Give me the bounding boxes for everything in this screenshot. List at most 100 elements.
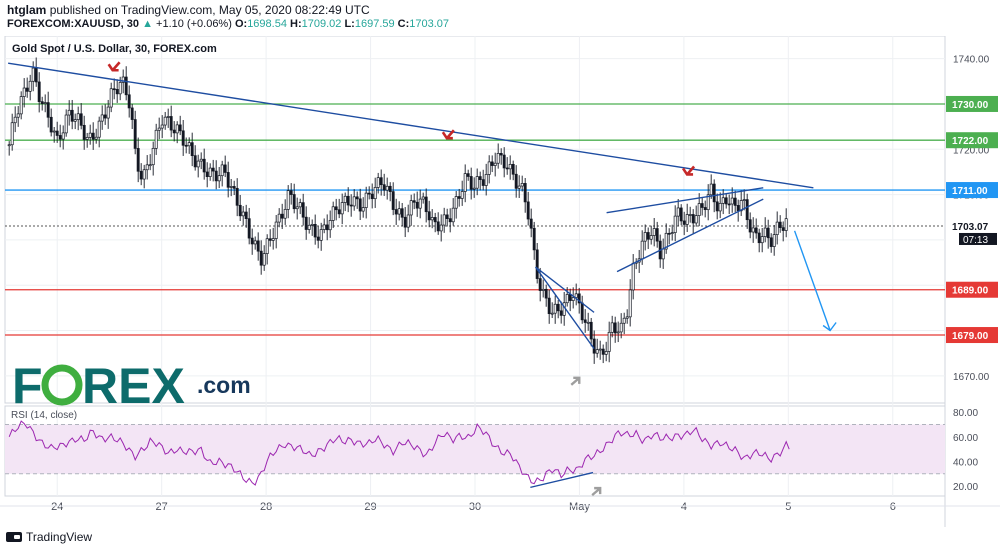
- candle-body: [511, 163, 515, 175]
- publisher-name[interactable]: htglam: [7, 3, 47, 17]
- candle-body: [91, 132, 95, 140]
- candle-body: [151, 147, 155, 166]
- low-value: 1697.59: [354, 18, 395, 30]
- candle-body: [28, 80, 32, 92]
- rsi-tick-label: 20.00: [953, 482, 978, 493]
- candle-body: [274, 221, 278, 239]
- candle-body: [436, 221, 440, 232]
- candle-body: [745, 199, 749, 221]
- candle-body: [553, 303, 557, 314]
- candle-body: [169, 116, 173, 131]
- trendline[interactable]: [535, 266, 595, 350]
- candle-body: [385, 185, 389, 191]
- candle-body: [427, 211, 431, 221]
- x-tick-label: 28: [260, 501, 272, 513]
- candle-body: [535, 249, 539, 279]
- candle-body: [325, 224, 329, 231]
- y-tick-label: 1670.00: [953, 372, 990, 383]
- trendline[interactable]: [616, 198, 764, 273]
- candle-body: [181, 130, 185, 146]
- candle-body: [532, 227, 536, 251]
- trendline[interactable]: [535, 266, 595, 313]
- candle-body: [76, 113, 80, 120]
- y-tick-label: 1740.00: [953, 55, 990, 66]
- candle-body: [559, 310, 563, 316]
- x-tick-label: 4: [681, 501, 687, 513]
- candle-body: [145, 164, 149, 171]
- candle-body: [73, 119, 77, 122]
- candle-body: [550, 312, 554, 315]
- rsi-trendline[interactable]: [530, 471, 594, 489]
- candle-body: [628, 289, 632, 318]
- candle-body: [187, 142, 191, 147]
- rsi-label: RSI (14, close): [11, 410, 77, 421]
- candle-body: [613, 322, 617, 334]
- trendline[interactable]: [606, 187, 764, 214]
- candle-body: [475, 176, 479, 189]
- close-value: 1703.07: [409, 18, 450, 30]
- candle-body: [406, 214, 410, 228]
- candle-body: [94, 136, 98, 140]
- candle-body: [211, 167, 215, 172]
- level-label: 1679.00: [952, 331, 989, 342]
- candle-body: [394, 209, 398, 215]
- projection-arrow[interactable]: [793, 230, 831, 331]
- candle-body: [421, 196, 425, 200]
- candle-body: [685, 214, 689, 225]
- candle-body: [520, 183, 524, 187]
- candle-body: [577, 293, 581, 304]
- candle-body: [118, 82, 122, 95]
- high-label: H:: [290, 18, 302, 30]
- watermark-letter-f: F: [12, 358, 43, 414]
- candle-body: [295, 206, 299, 210]
- candle-body: [331, 206, 335, 221]
- open-value: 1698.54: [247, 18, 287, 30]
- candle-body: [340, 202, 344, 215]
- candle-body: [337, 209, 341, 215]
- candle-body: [517, 185, 521, 189]
- candle-body: [52, 130, 56, 133]
- candle-body: [493, 162, 497, 166]
- candle-body: [397, 208, 401, 215]
- marker-arrow-down-icon: [107, 61, 121, 72]
- level-tag: [946, 95, 998, 112]
- candle-body: [34, 67, 38, 83]
- candle-body: [22, 87, 26, 97]
- rsi-tick-label: 60.00: [953, 433, 978, 444]
- candle-body: [709, 183, 713, 196]
- candle-body: [193, 155, 197, 168]
- x-tick-label: 30: [469, 501, 481, 513]
- candle-body: [175, 124, 179, 134]
- x-tick-label: May: [569, 501, 590, 513]
- candle-body: [481, 179, 485, 186]
- candle-body: [556, 303, 560, 312]
- chart-canvas[interactable]: 1670.001680.001690.001700.001710.001720.…: [0, 36, 1000, 527]
- candle-body: [736, 205, 740, 212]
- candle-body: [280, 213, 284, 219]
- candle-body: [166, 116, 170, 118]
- candle-body: [667, 232, 671, 235]
- candle-body: [67, 109, 71, 116]
- candle-body: [664, 232, 668, 250]
- chart-frame[interactable]: 1670.001680.001690.001700.001710.001720.…: [0, 36, 1000, 527]
- footer-brand[interactable]: TradingView: [26, 530, 93, 544]
- candle-body: [448, 218, 452, 223]
- level-label: 1689.00: [952, 286, 989, 297]
- candle-body: [121, 76, 125, 83]
- candle-body: [298, 202, 302, 208]
- candle-body: [49, 116, 53, 133]
- candle-body: [514, 173, 518, 189]
- x-tick-label: 24: [51, 501, 63, 513]
- candle-body: [538, 278, 542, 291]
- candle-body: [571, 297, 575, 301]
- candle-body: [244, 211, 248, 220]
- candle-body: [487, 161, 491, 175]
- tradingview-logo-icon[interactable]: [6, 532, 22, 542]
- candle-body: [46, 102, 50, 118]
- trendline[interactable]: [8, 62, 814, 189]
- candle-body: [259, 250, 263, 266]
- candle-body: [478, 176, 482, 180]
- candle-body: [379, 177, 383, 186]
- candle-body: [418, 198, 422, 209]
- candle-body: [691, 214, 695, 224]
